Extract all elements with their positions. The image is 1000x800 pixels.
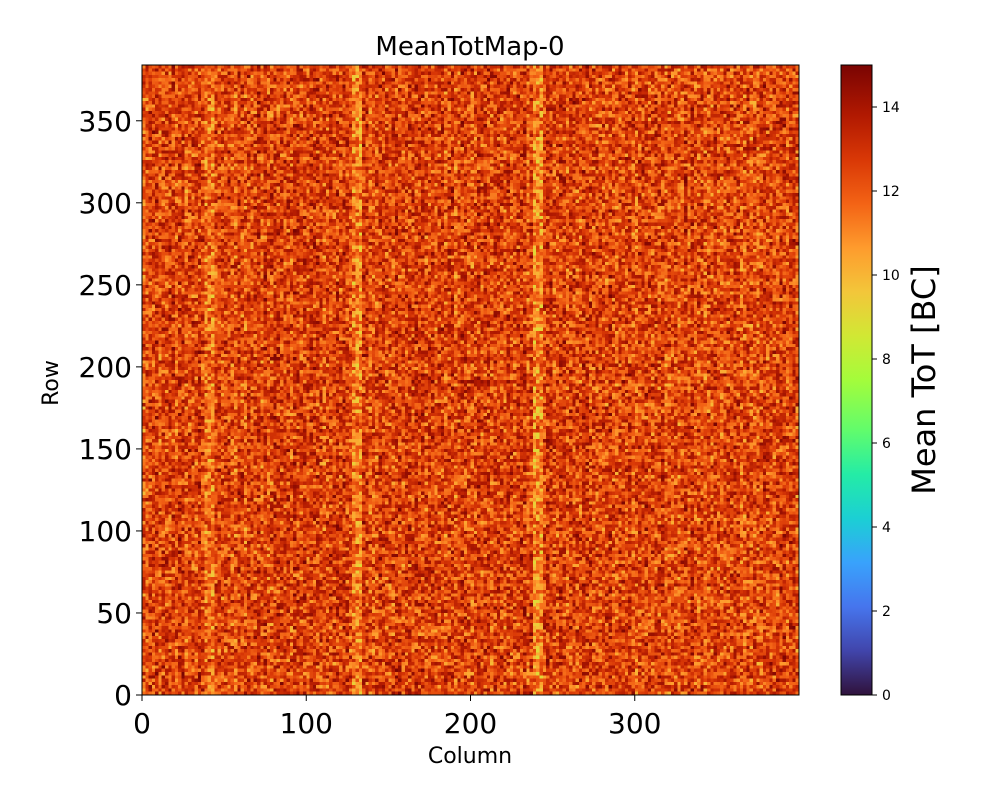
x-tick-label: 200 bbox=[444, 707, 497, 740]
y-axis: 0 50 100 150 200 250 300 350 bbox=[79, 105, 142, 712]
colorbar-tick-label: 14 bbox=[882, 100, 900, 116]
x-tick-label: 100 bbox=[280, 707, 333, 740]
colorbar bbox=[841, 65, 872, 695]
colorbar-axis: 0 2 4 6 8 10 12 14 bbox=[872, 100, 900, 704]
y-tick-label: 0 bbox=[114, 679, 132, 712]
y-tick-label: 300 bbox=[79, 187, 132, 220]
y-tick-label: 50 bbox=[96, 597, 132, 630]
x-tick-label: 0 bbox=[133, 707, 151, 740]
y-tick-label: 350 bbox=[79, 105, 132, 138]
y-tick-label: 150 bbox=[79, 433, 132, 466]
y-axis-label: Row bbox=[39, 360, 64, 406]
colorbar-tick-label: 12 bbox=[882, 184, 900, 200]
y-tick-label: 250 bbox=[79, 269, 132, 302]
heatmap-raster bbox=[142, 65, 799, 695]
x-axis: 0 100 200 300 bbox=[133, 695, 661, 740]
colorbar-tick-label: 6 bbox=[882, 436, 891, 452]
colorbar-frame bbox=[840, 64, 873, 696]
y-tick-label: 200 bbox=[79, 351, 132, 384]
colorbar-tick-label: 8 bbox=[882, 352, 891, 368]
colorbar-label: Mean ToT [BC] bbox=[905, 265, 943, 494]
y-tick-label: 100 bbox=[79, 515, 132, 548]
x-tick-label: 300 bbox=[608, 707, 661, 740]
chart-title: MeanTotMap-0 bbox=[375, 32, 564, 62]
x-axis-label: Column bbox=[428, 744, 512, 769]
colorbar-tick-label: 0 bbox=[882, 688, 891, 704]
colorbar-tick-label: 4 bbox=[882, 520, 891, 536]
colorbar-tick-label: 2 bbox=[882, 604, 891, 620]
heatmap bbox=[142, 65, 799, 695]
colorbar-tick-label: 10 bbox=[882, 268, 900, 284]
